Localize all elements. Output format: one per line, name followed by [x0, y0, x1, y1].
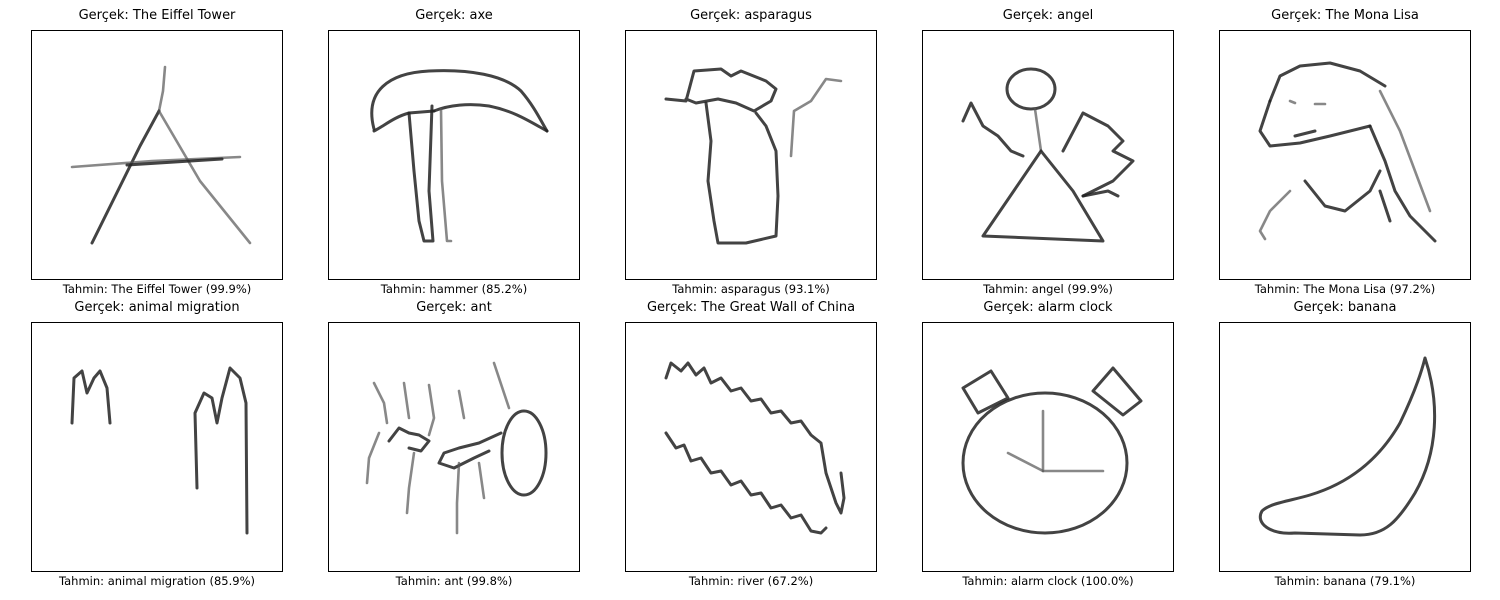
true-label: Gerçek: angel	[1002, 8, 1094, 23]
drawing-frame	[922, 322, 1174, 572]
drawing-frame	[625, 322, 877, 572]
true-label: Gerçek: animal migration	[74, 300, 240, 315]
true-label: Gerçek: ant	[416, 300, 492, 315]
prediction-label: Tahmin: The Eiffel Tower (99.9%)	[62, 282, 252, 296]
true-label: Gerçek: banana	[1293, 300, 1397, 315]
drawing-frame	[1219, 322, 1471, 572]
eiffel-tower-sketch-icon	[70, 65, 252, 245]
drawing-frame	[328, 30, 580, 280]
prediction-label: Tahmin: river (67.2%)	[688, 574, 814, 588]
true-label: Gerçek: The Eiffel Tower	[78, 8, 236, 23]
ant-sketch-icon	[365, 361, 548, 535]
axe-sketch-icon	[370, 69, 549, 243]
drawing-frame	[922, 30, 1174, 280]
drawing-frame	[31, 30, 283, 280]
angel-sketch-icon	[961, 67, 1135, 243]
prediction-label: Tahmin: The Mona Lisa (97.2%)	[1254, 282, 1436, 296]
prediction-label: Tahmin: ant (99.8%)	[395, 574, 513, 588]
prediction-label: Tahmin: asparagus (93.1%)	[672, 282, 830, 296]
prediction-label: Tahmin: hammer (85.2%)	[380, 282, 528, 296]
true-label: Gerçek: The Great Wall of China	[646, 300, 856, 315]
banana-sketch-icon	[1258, 356, 1437, 537]
drawing-frame	[31, 322, 283, 572]
great-wall-sketch-icon	[664, 361, 846, 535]
mona-lisa-sketch-icon	[1258, 61, 1437, 243]
drawing-frame	[625, 30, 877, 280]
true-label: Gerçek: axe	[415, 8, 493, 23]
prediction-label: Tahmin: alarm clock (100.0%)	[962, 574, 1134, 588]
true-label: Gerçek: The Mona Lisa	[1271, 8, 1419, 23]
asparagus-sketch-icon	[664, 67, 843, 245]
drawing-frame	[1219, 30, 1471, 280]
prediction-label: Tahmin: banana (79.1%)	[1274, 574, 1416, 588]
animal-migration-sketch-icon	[70, 366, 249, 535]
true-label: Gerçek: alarm clock	[983, 300, 1113, 315]
drawing-frame	[328, 322, 580, 572]
prediction-label: Tahmin: animal migration (85.9%)	[59, 574, 255, 588]
alarm-clock-sketch-icon	[961, 366, 1143, 535]
true-label: Gerçek: asparagus	[690, 8, 812, 23]
prediction-label: Tahmin: angel (99.9%)	[983, 282, 1113, 296]
